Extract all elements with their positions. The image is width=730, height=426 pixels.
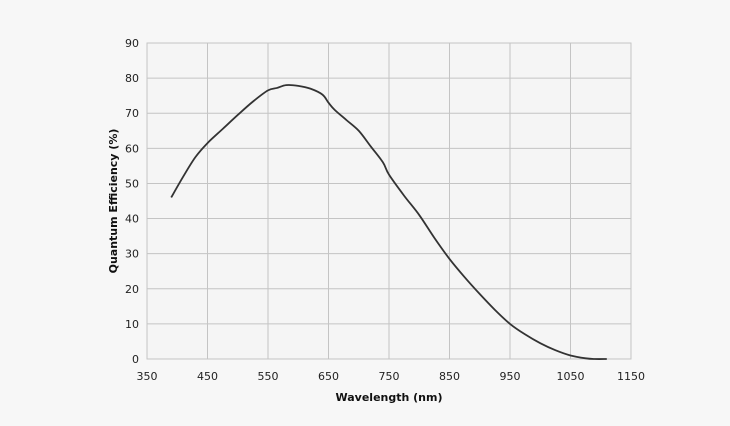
y-tick-label: 80 bbox=[125, 72, 139, 85]
x-tick-labels: 350 450 550 650 750 850 950 1050 1150 bbox=[137, 370, 646, 383]
x-tick-label: 950 bbox=[500, 370, 521, 383]
x-tick-label: 850 bbox=[439, 370, 460, 383]
grid bbox=[146, 42, 632, 360]
x-tick-label: 350 bbox=[137, 370, 158, 383]
series-line bbox=[170, 84, 607, 360]
y-tick-label: 10 bbox=[125, 318, 139, 331]
x-tick-label: 750 bbox=[379, 370, 400, 383]
y-tick-labels: 0 10 20 30 40 50 60 70 80 90 bbox=[125, 37, 139, 366]
y-tick-label: 20 bbox=[125, 283, 139, 296]
x-tick-label: 550 bbox=[258, 370, 279, 383]
y-tick-label: 30 bbox=[125, 248, 139, 261]
x-tick-label: 450 bbox=[197, 370, 218, 383]
x-tick-label: 1150 bbox=[617, 370, 645, 383]
x-tick-label: 1050 bbox=[557, 370, 585, 383]
y-tick-label: 60 bbox=[125, 142, 139, 155]
y-tick-label: 50 bbox=[125, 177, 139, 190]
y-axis-title: Quantum Efficiency (%) bbox=[107, 129, 120, 274]
y-tick-label: 0 bbox=[132, 353, 139, 366]
y-tick-label: 40 bbox=[125, 213, 139, 226]
y-tick-label: 90 bbox=[125, 37, 139, 50]
y-tick-label: 70 bbox=[125, 107, 139, 120]
x-axis-title: Wavelength (nm) bbox=[336, 391, 443, 404]
x-tick-label: 650 bbox=[318, 370, 339, 383]
